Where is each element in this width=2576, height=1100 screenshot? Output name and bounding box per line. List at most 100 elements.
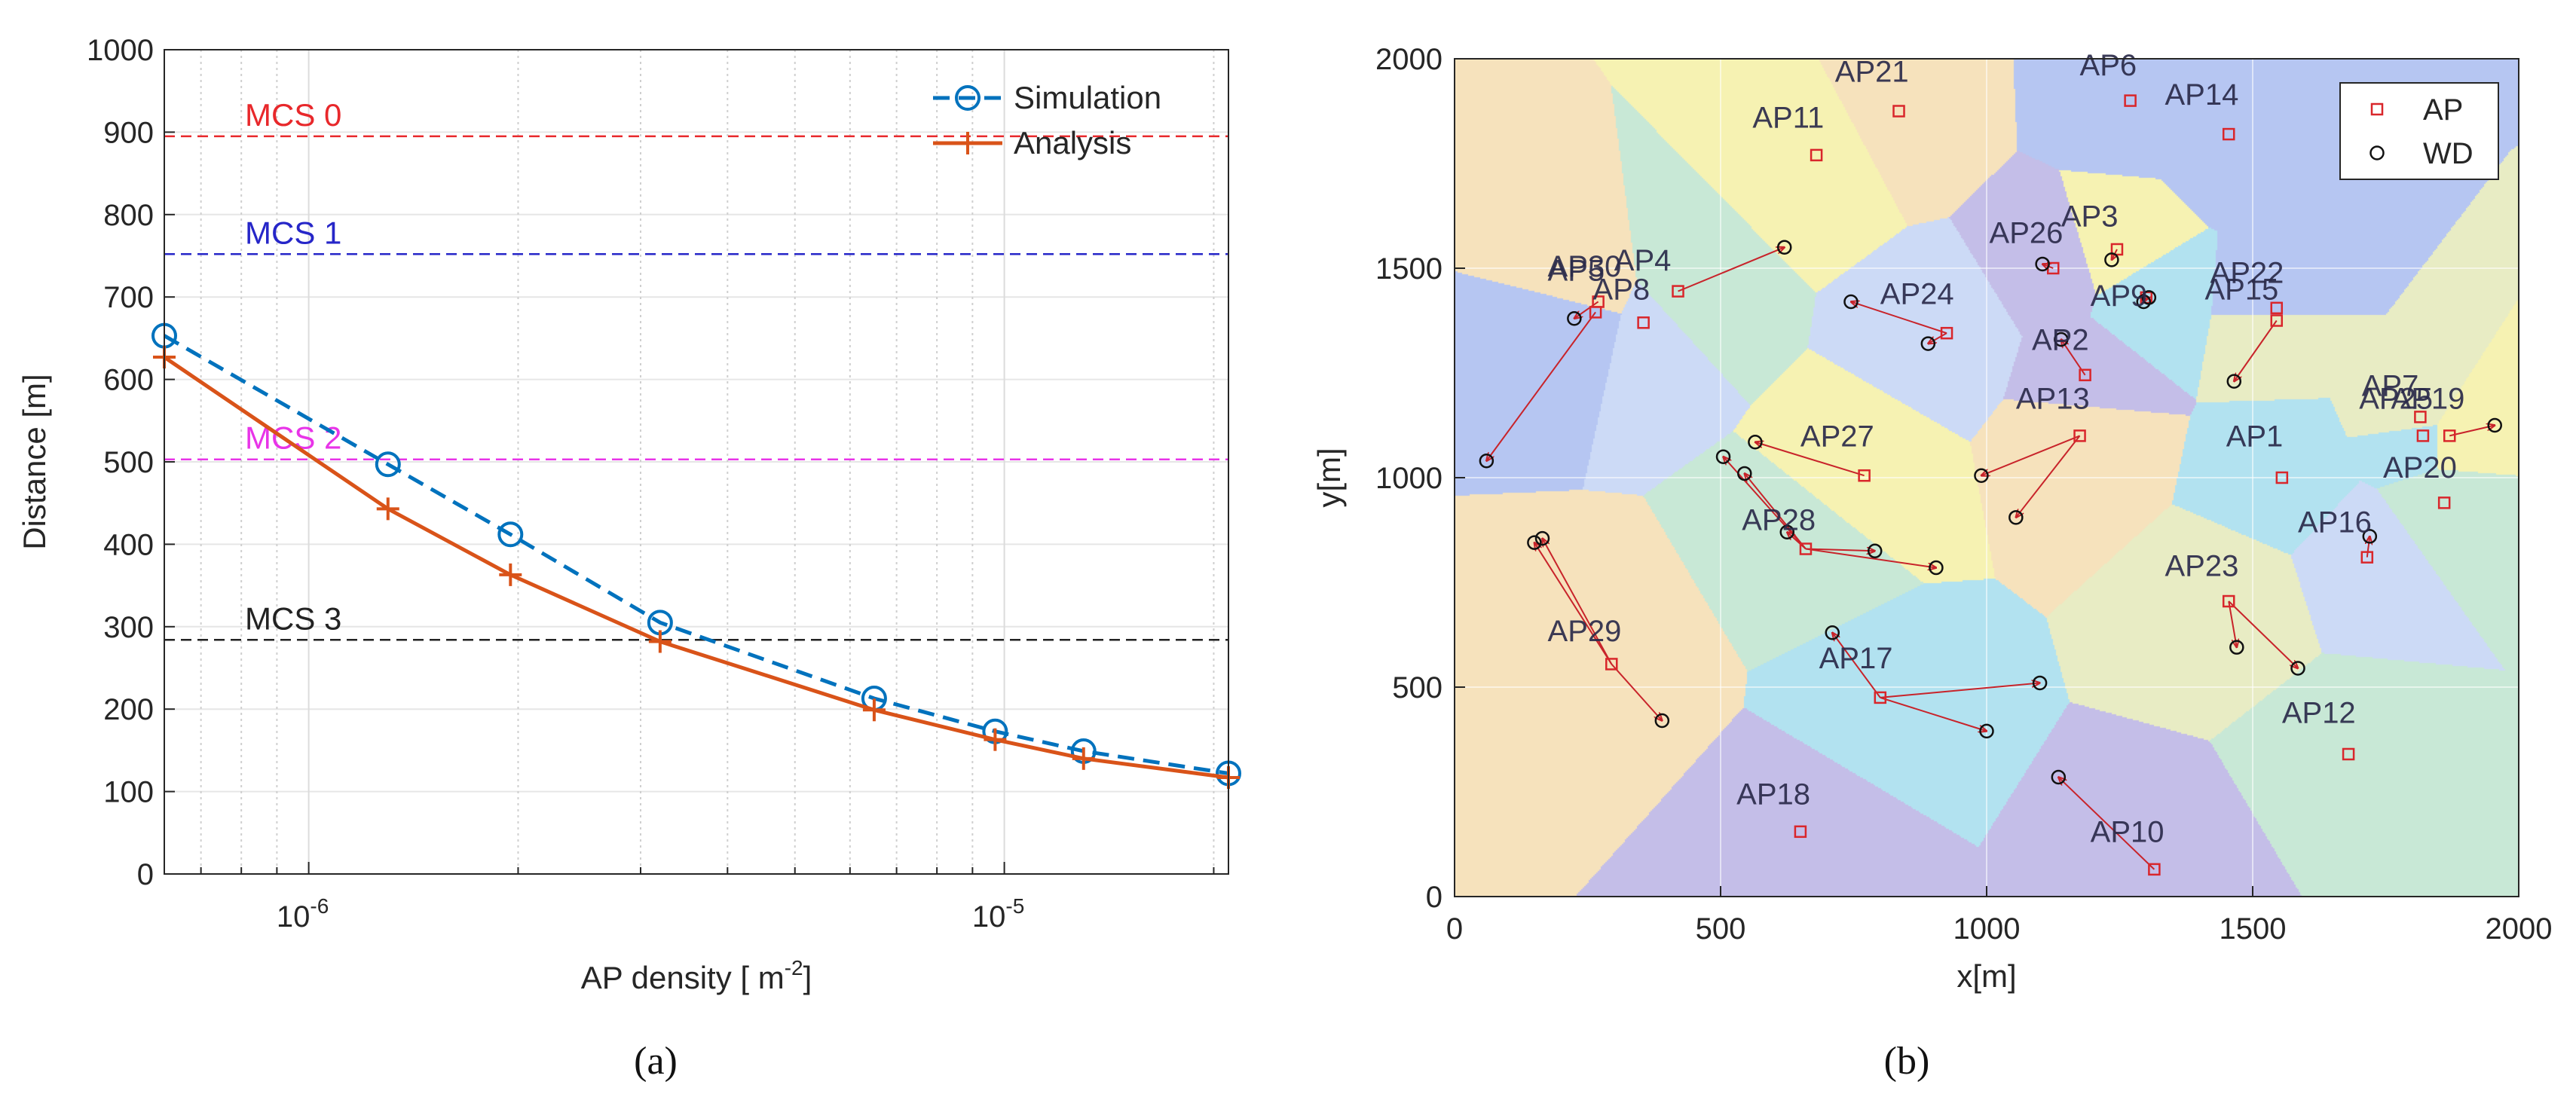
ap-marker: [1637, 316, 1650, 329]
wd-marker: [1737, 466, 1752, 481]
ap-label: AP11: [1752, 102, 1824, 135]
simulation-point: [497, 521, 524, 548]
x-tick-label: 0: [1446, 912, 1463, 946]
legend-box: [2339, 82, 2499, 180]
ap-marker: [2124, 94, 2137, 107]
association-arrow: [2449, 426, 2495, 437]
y-tick-label: 1000: [87, 34, 154, 67]
legend-label: AP: [2423, 93, 2463, 127]
ap-label: AP19: [2391, 382, 2465, 415]
y-tick-label: 100: [103, 776, 154, 809]
wd-marker: [1779, 524, 1794, 540]
association-arrow: [1805, 548, 1936, 568]
association-arrow: [1832, 633, 1881, 698]
association-arrow: [1928, 332, 1947, 344]
panel-a-caption: (a): [634, 1040, 678, 1083]
association-arrow: [1851, 301, 1947, 335]
x-tick-label: 2000: [2486, 912, 2553, 946]
ap-marker: [2222, 594, 2235, 608]
wd-marker: [2032, 675, 2048, 691]
ap-label: AP5: [1548, 255, 1605, 288]
legend-marker-circle: [955, 85, 981, 111]
association-arrow: [1611, 663, 1662, 720]
ap-label: AP16: [2298, 506, 2372, 539]
association-arrow: [1805, 549, 1875, 552]
panel-b-ap-labels: AP1 AP2 AP3 AP4 AP5 AP6 AP7 AP8 AP9 AP10 AP11 AP12 A…: [1548, 49, 2465, 848]
association-arrow: [2228, 600, 2237, 647]
analysis-point: [984, 728, 1007, 751]
wd-marker: [1929, 560, 1944, 576]
y-tick-label: 2000: [1375, 43, 1442, 76]
x-tick-label-exponent: -6: [310, 894, 329, 918]
y-tick-label: 1000: [1375, 462, 1442, 495]
series-line-analysis: [163, 356, 1229, 780]
panel-a-line-chart: MCS 0 MCS 1 MCS 2 MCS 3 0 100 200 300 400 500 600…: [17, 34, 1241, 1083]
panel-b-x-ticks: 0 500 1000 1500 2000: [1446, 886, 2553, 946]
ap-marker: [2079, 368, 2091, 382]
ap-marker: [2222, 127, 2235, 141]
y-tick-label: 700: [103, 281, 154, 314]
wd-marker: [2051, 769, 2067, 785]
legend-label: Simulation: [1014, 80, 1161, 115]
wd-marker: [1654, 713, 1670, 729]
ap-label: AP9: [2091, 280, 2148, 313]
ap-marker: [1874, 691, 1887, 704]
ap-label: AP23: [2165, 550, 2239, 583]
y-tick-label: 400: [103, 528, 154, 561]
x-tick-label-exponent: -5: [1005, 894, 1024, 918]
wd-marker: [2226, 374, 2242, 389]
association-arrow: [1486, 311, 1596, 460]
association-arrow: [1542, 539, 1613, 665]
ap-marker: [2110, 243, 2124, 256]
x-tick-label-base: 10: [277, 900, 311, 933]
association-arrow: [2234, 319, 2278, 382]
ap-label: AP28: [1742, 504, 1816, 537]
y-tick-label: 300: [103, 611, 154, 644]
ap-marker: [2443, 429, 2456, 442]
wd-marker: [2141, 290, 2157, 305]
ap-marker: [2360, 551, 2374, 564]
panel-b-access-points: [1589, 94, 2456, 876]
ap-marker: [1589, 306, 1602, 319]
y-tick-label: 800: [103, 199, 154, 232]
ap-label: AP14: [2165, 78, 2239, 112]
ap-marker: [2416, 429, 2430, 442]
ap-label: AP13: [2016, 382, 2090, 415]
ap-label: AP18: [1736, 778, 1810, 811]
ap-label: AP27: [1800, 420, 1874, 453]
ap-marker: [2342, 747, 2355, 761]
simulation-point: [375, 451, 401, 478]
x-tick-label: 10-5: [972, 894, 1024, 933]
panel-b-caption: (b): [1884, 1040, 1930, 1083]
panel-a-x-axis-label-suffix: ]: [803, 960, 812, 995]
ap-marker: [1605, 658, 1618, 671]
ap-marker: [1799, 542, 1813, 555]
ap-label: AP29: [1548, 615, 1622, 648]
panel-a-reference-lines: MCS 0 MCS 1 MCS 2 MCS 3: [164, 97, 1228, 641]
panel-b-legend: AP WD: [2339, 82, 2499, 180]
y-tick-label: 1500: [1375, 252, 1442, 286]
association-arrow: [1574, 301, 1599, 318]
ap-marker: [1672, 285, 1684, 298]
analysis-point: [376, 497, 399, 521]
ap-marker: [1858, 469, 1871, 482]
panel-a-y-ticks: 0 100 200 300 400 500 600 700 800 900 1000: [87, 34, 175, 891]
panel-a-x-axis-label-text: AP density [ m: [581, 960, 785, 995]
wd-marker: [1825, 625, 1840, 640]
panel-b-wireless-devices: [1479, 240, 2502, 785]
association-arrow: [1787, 532, 1807, 550]
wd-marker: [2008, 510, 2024, 525]
y-tick-label: 900: [103, 116, 154, 149]
y-tick-label: 600: [103, 364, 154, 397]
association-arrow: [2058, 778, 2155, 870]
x-tick-label: 10-6: [277, 894, 329, 933]
wd-marker: [1534, 530, 1550, 546]
association-arrow: [1880, 696, 1987, 731]
ap-label: AP24: [1880, 277, 1954, 310]
association-arrow: [2228, 600, 2298, 668]
ap-marker: [2275, 471, 2289, 484]
ap-label: AP8: [1593, 273, 1651, 307]
association-arrow: [2016, 435, 2081, 517]
analysis-point: [1072, 747, 1095, 770]
